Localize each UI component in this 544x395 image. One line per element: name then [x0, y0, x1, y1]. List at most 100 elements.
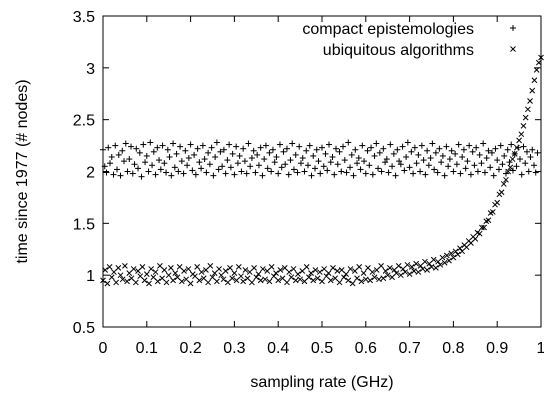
data-point-cross — [286, 269, 293, 275]
data-point-cross — [347, 266, 354, 272]
x-axis-label: sampling rate (GHz) — [250, 374, 393, 391]
data-layer — [100, 54, 544, 287]
data-point-cross — [514, 144, 520, 151]
data-point-plus — [380, 145, 387, 152]
data-point-plus — [490, 172, 497, 179]
data-point-cross — [130, 266, 137, 272]
data-point-plus — [178, 158, 185, 165]
data-point-plus — [434, 169, 441, 176]
data-point-cross — [437, 261, 444, 268]
data-point-plus — [290, 166, 297, 173]
data-point-cross — [192, 273, 198, 280]
data-point-cross — [433, 265, 439, 271]
data-point-plus — [308, 172, 315, 179]
data-point-plus — [520, 143, 527, 150]
data-point-plus — [522, 160, 529, 167]
data-point-plus — [467, 171, 474, 178]
data-point-plus — [315, 158, 322, 165]
data-point-cross — [281, 265, 288, 271]
data-point-cross — [520, 123, 527, 129]
data-point-plus — [518, 171, 525, 178]
data-point-cross — [255, 271, 262, 277]
data-point-cross — [373, 267, 380, 273]
data-point-cross — [310, 277, 317, 284]
data-point-plus — [411, 144, 418, 151]
data-point-cross — [323, 273, 330, 280]
x-tick-label: 0.5 — [311, 340, 333, 357]
data-point-plus — [406, 164, 413, 171]
data-point-cross — [406, 271, 413, 277]
data-point-cross — [220, 276, 227, 283]
data-point-plus — [149, 162, 156, 169]
data-point-plus — [156, 157, 163, 164]
data-point-plus — [264, 165, 271, 172]
y-tick-label: 3.5 — [73, 9, 95, 26]
data-point-plus — [529, 146, 536, 153]
data-point-plus — [389, 163, 396, 170]
data-point-plus — [233, 143, 240, 150]
data-point-plus — [310, 152, 317, 159]
data-point-plus — [138, 173, 145, 180]
data-point-cross — [500, 181, 507, 187]
data-point-plus — [438, 159, 445, 166]
data-point-cross — [290, 266, 297, 272]
data-point-plus — [185, 155, 192, 162]
data-point-plus — [115, 151, 122, 158]
data-point-cross — [299, 268, 306, 274]
data-point-plus — [292, 151, 299, 158]
data-point-cross — [503, 176, 509, 183]
data-point-cross — [415, 269, 422, 275]
data-point-plus — [140, 141, 147, 148]
data-point-plus — [205, 149, 212, 156]
data-point-plus — [159, 142, 166, 149]
data-point-plus — [231, 171, 238, 178]
data-point-cross — [106, 264, 113, 270]
data-point-plus — [340, 143, 347, 150]
data-point-cross — [319, 278, 325, 285]
data-point-cross — [242, 267, 249, 273]
data-point-plus — [429, 140, 436, 147]
data-point-plus — [126, 156, 133, 163]
data-point-cross — [468, 240, 474, 246]
data-point-cross — [450, 254, 457, 261]
data-point-cross — [489, 209, 496, 215]
data-point-cross — [345, 277, 352, 284]
data-point-cross — [362, 276, 369, 283]
data-point-plus — [289, 140, 296, 147]
data-point-plus — [443, 143, 450, 150]
data-point-plus — [175, 168, 182, 175]
y-tick-label: 2 — [86, 165, 95, 182]
legend-cross-glyph — [510, 46, 516, 52]
data-point-cross — [198, 269, 205, 275]
data-point-plus — [136, 149, 143, 156]
data-point-plus — [516, 156, 523, 163]
data-point-plus — [508, 141, 515, 148]
data-point-cross — [152, 269, 159, 275]
data-point-cross — [117, 272, 124, 279]
data-point-cross — [183, 276, 190, 283]
data-point-plus — [487, 164, 494, 171]
data-point-plus — [121, 158, 128, 165]
data-point-cross — [146, 280, 152, 287]
data-point-cross — [376, 276, 382, 283]
data-point-cross — [397, 272, 404, 279]
data-point-plus — [347, 164, 354, 171]
data-point-cross — [533, 67, 540, 73]
data-point-cross — [295, 271, 301, 277]
data-point-plus — [129, 170, 136, 177]
x-tick-label: 0 — [99, 340, 108, 357]
x-tick-label: 0.7 — [398, 340, 420, 357]
data-point-cross — [529, 87, 536, 94]
data-point-plus — [481, 169, 488, 176]
data-point-plus — [238, 168, 245, 175]
data-point-cross — [126, 270, 133, 276]
data-point-cross — [314, 275, 321, 282]
data-point-cross — [384, 272, 391, 279]
data-point-plus — [371, 152, 378, 159]
data-point-cross — [135, 268, 141, 274]
data-point-plus — [236, 152, 243, 159]
data-point-cross — [113, 279, 119, 286]
data-point-plus — [425, 162, 432, 169]
data-point-cross — [200, 275, 207, 282]
data-point-cross — [249, 279, 255, 286]
